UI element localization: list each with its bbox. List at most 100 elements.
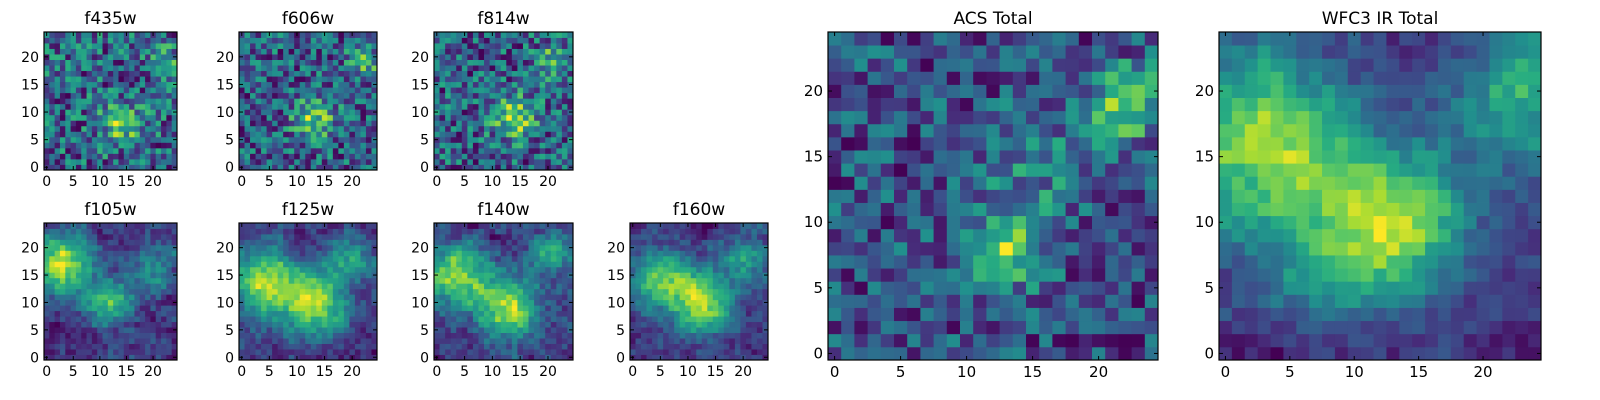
heatmap-cell [102,37,109,44]
heatmap-cell [500,109,507,116]
heatmap-cell [456,321,463,328]
heatmap-cell [343,316,350,323]
heatmap-cell [999,228,1014,243]
heatmap-cell [445,332,452,339]
heatmap-cell [272,164,279,171]
heatmap-cell [161,48,167,55]
heatmap-cell [59,354,66,361]
heatmap-cell [484,48,490,55]
heatmap-cell [723,261,730,268]
heatmap-cell [332,164,339,171]
heatmap-cell [272,228,279,235]
heatmap-cell [740,228,747,235]
heatmap-cell [668,283,675,290]
heatmap-cell [679,299,686,306]
heatmap-cell [701,283,708,290]
heatmap-cell [920,346,934,361]
heatmap-cell [134,142,141,149]
heatmap-cell [478,283,485,290]
heatmap-cell [161,321,167,328]
heatmap-cell [539,250,546,257]
heatmap-cell [288,125,295,132]
heatmap-cell [751,228,758,235]
heatmap-cell [129,266,135,273]
heatmap-cell [294,54,301,60]
heatmap-cell [75,65,82,72]
heatmap-cell [545,98,552,105]
heatmap-cell [261,54,267,60]
heatmap-cell [113,87,119,94]
heatmap-cell [550,349,557,355]
heatmap-cell [1026,255,1040,269]
heatmap-cell [86,294,93,301]
heatmap-cell [49,48,56,55]
heatmap-cell [91,294,98,301]
y-tick-label: 20 [21,241,39,257]
heatmap-cell [118,43,125,49]
heatmap-cell [150,277,157,284]
heatmap-cell [973,163,987,177]
heatmap-cell [272,332,279,339]
heatmap-cell [70,81,77,88]
heatmap-cell [561,87,568,94]
heatmap-cell [81,120,87,127]
heatmap-cell [550,43,557,49]
heatmap-cell [751,343,758,350]
heatmap-cell [1105,333,1119,348]
heatmap-cell [134,327,141,333]
heatmap-cell [107,233,114,240]
heatmap-cell [305,250,312,257]
heatmap-cell [478,266,485,273]
heatmap-cell [534,338,541,344]
heatmap-cell [44,255,50,262]
heatmap-cell [920,255,934,269]
heatmap-cell [129,305,135,312]
heatmap-cell [81,266,87,273]
heatmap-cell [1144,346,1159,361]
heatmap-cell [255,37,262,44]
heatmap-cell [445,125,452,132]
heatmap-cell [171,59,178,66]
heatmap-cell [266,81,273,88]
heatmap-cell [534,321,541,328]
heatmap-cell [1118,281,1132,295]
heatmap-cell [556,223,563,229]
heatmap-cell [283,310,290,317]
heatmap-cell [354,76,361,83]
heatmap-cell [118,114,125,121]
heatmap-cell [305,228,312,235]
heatmap-cell [261,125,267,132]
heatmap-cell [756,294,763,301]
heatmap-cell [86,120,93,127]
heatmap-cell [244,65,251,72]
heatmap-cell [161,310,167,317]
heatmap-cell [701,327,708,333]
heatmap-cell [745,223,752,229]
heatmap-cell [272,48,279,55]
heatmap-cell [332,244,339,251]
heatmap-cell [145,239,151,246]
heatmap-cell [261,70,267,77]
heatmap-cell [439,266,446,273]
heatmap-cell [360,87,367,94]
heatmap-cell [528,244,535,251]
heatmap-cell [86,283,93,290]
heatmap-cell [250,103,256,110]
heatmap-cell [1118,215,1132,230]
heatmap-cell [828,281,842,295]
heatmap-cell [155,48,162,55]
heatmap-cell [478,158,485,165]
heatmap-cell [70,87,77,94]
heatmap-cell [933,294,948,308]
heatmap-cell [371,305,378,312]
heatmap-cell [701,343,708,350]
heatmap-cell [933,320,948,335]
heatmap-cell [756,321,763,328]
heatmap-cell [707,305,714,312]
heatmap-cell [91,153,98,160]
heatmap-cell [349,343,356,350]
heatmap-cell [299,272,306,279]
axes-frame [433,31,574,171]
heatmap-cell [635,233,642,240]
